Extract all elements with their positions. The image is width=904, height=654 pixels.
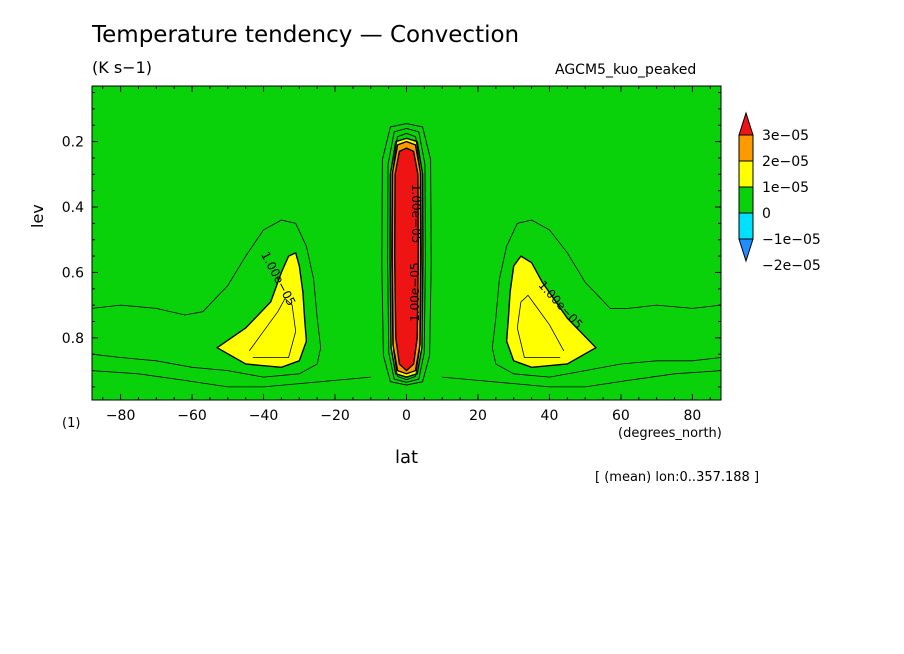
x-tick-label-2: −40 (249, 408, 279, 424)
colorbar-box-2 (738, 186, 754, 214)
x-tick-label-6: 40 (541, 408, 559, 424)
colorbar-box-3 (738, 212, 754, 240)
y-axis-unit: (1) (62, 416, 81, 431)
y-tick-label-0: 0.2 (62, 135, 84, 151)
equatorial-contour-2 (381, 123, 432, 386)
filled-region-4 (393, 147, 420, 372)
contour-line-0 (92, 219, 322, 378)
colorbar-label-4: −1e−05 (762, 232, 821, 248)
contour-label-2: 1.00e−05 (409, 184, 423, 243)
x-axis-label: lat (395, 447, 419, 468)
x-tick-label-8: 80 (683, 408, 701, 424)
colorbar-top-arrow (738, 111, 754, 136)
filled-region-0 (215, 251, 308, 369)
chart-title: Temperature tendency — Convection (92, 22, 520, 48)
x-tick-label-4: 0 (402, 408, 411, 424)
run-name: AGCM5_kuo_peaked (555, 62, 697, 78)
contour-line-5 (516, 294, 565, 358)
y-tick-label-2: 0.6 (62, 265, 84, 281)
x-tick-label-0: −80 (106, 408, 136, 424)
plot-area: 1.00e−05 1.00e−051.00e−051.00e−05 (92, 86, 721, 400)
colorbar-box-1 (738, 160, 754, 188)
contour-line-2 (92, 370, 371, 388)
colorbar-label-2: 1e−05 (762, 180, 809, 196)
y-tick-label-1: 0.4 (62, 200, 84, 216)
x-tick-label-3: −20 (320, 408, 350, 424)
x-axis-unit: (degrees_north) (618, 426, 722, 441)
contour-line-1 (491, 219, 721, 378)
equatorial-contour-0 (392, 132, 421, 381)
filled-region-1 (505, 255, 598, 369)
y-tick-label-3: 0.8 (62, 331, 84, 347)
contour-line-4 (248, 297, 297, 358)
colorbar-label-3: 0 (762, 206, 771, 222)
contour-label-3: 1.00e−05 (408, 262, 422, 321)
colorbar-label-1: 2e−05 (762, 154, 809, 170)
colorbar-box-0 (738, 134, 754, 162)
colorbar-label-0: 3e−05 (762, 128, 809, 144)
x-tick-label-7: 60 (612, 408, 630, 424)
colorbar-bottom-arrow (738, 238, 754, 263)
x-tick-label-1: −60 (177, 408, 207, 424)
chart-units: (K s−1) (92, 58, 152, 77)
colorbar-label-5: −2e−05 (762, 258, 821, 274)
mean-note: [ (mean) lon:0..357.188 ] (595, 470, 760, 485)
x-tick-label-5: 20 (469, 408, 487, 424)
equatorial-contour-1 (387, 128, 426, 383)
contour-line-3 (442, 370, 721, 388)
